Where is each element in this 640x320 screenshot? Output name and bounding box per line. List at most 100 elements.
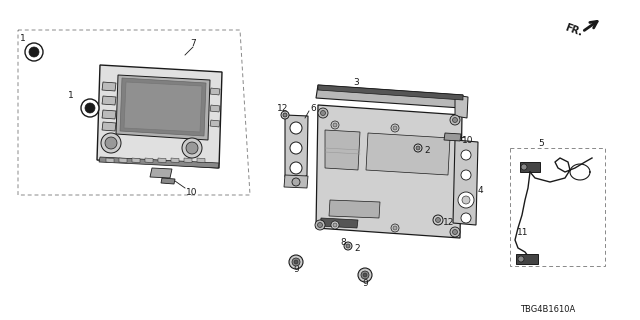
Polygon shape [366,133,450,175]
Circle shape [462,196,470,204]
Text: 7: 7 [190,38,196,47]
Text: 3: 3 [353,77,359,86]
Text: 6: 6 [310,103,316,113]
Polygon shape [320,218,358,228]
Circle shape [361,271,369,279]
Text: 8: 8 [340,237,346,246]
Circle shape [289,255,303,269]
Circle shape [450,115,460,125]
Text: 2: 2 [424,146,429,155]
Circle shape [317,222,323,228]
Polygon shape [210,120,220,127]
Text: TBG4B1610A: TBG4B1610A [520,306,575,315]
Polygon shape [99,157,219,168]
Polygon shape [316,85,463,108]
Circle shape [458,192,474,208]
Circle shape [25,43,43,61]
Text: 1: 1 [68,91,74,100]
Text: 11: 11 [517,228,529,236]
Polygon shape [516,254,538,264]
Circle shape [393,226,397,230]
Circle shape [105,137,117,149]
Circle shape [290,162,302,174]
Text: 12: 12 [277,103,289,113]
Polygon shape [102,82,116,91]
Polygon shape [120,78,206,136]
Polygon shape [158,158,166,163]
Circle shape [518,256,524,262]
Text: 2: 2 [354,244,360,252]
Circle shape [292,258,300,266]
Polygon shape [453,140,478,225]
Circle shape [294,260,298,264]
Bar [510,148,605,266]
Circle shape [393,126,397,130]
Polygon shape [119,158,127,163]
Circle shape [281,111,289,119]
Text: 4: 4 [478,186,484,195]
Polygon shape [444,133,461,141]
Polygon shape [329,200,380,218]
Circle shape [292,178,300,186]
Polygon shape [150,168,172,178]
Circle shape [186,142,198,154]
Circle shape [101,133,121,153]
Circle shape [461,150,471,160]
Polygon shape [97,65,222,168]
Polygon shape [284,175,308,188]
Circle shape [358,268,372,282]
Circle shape [81,99,99,117]
Polygon shape [124,82,202,132]
Text: 10: 10 [186,188,198,196]
Polygon shape [455,95,468,118]
Circle shape [391,124,399,132]
Polygon shape [132,158,140,163]
Circle shape [414,144,422,152]
Circle shape [346,244,350,248]
Polygon shape [161,178,175,184]
Polygon shape [197,158,205,163]
Circle shape [315,220,325,230]
Text: 9: 9 [293,266,299,275]
Polygon shape [210,105,220,112]
Polygon shape [285,115,308,178]
Circle shape [363,273,367,277]
Text: FR.: FR. [564,22,584,38]
Text: 5: 5 [538,139,544,148]
Circle shape [450,227,460,237]
Circle shape [461,213,471,223]
Polygon shape [102,96,116,105]
Circle shape [461,170,471,180]
Circle shape [283,113,287,117]
Polygon shape [184,158,192,163]
Polygon shape [102,122,116,131]
Circle shape [333,123,337,127]
Circle shape [182,138,202,158]
Polygon shape [316,105,462,238]
Polygon shape [102,110,116,119]
Circle shape [331,221,339,229]
Circle shape [521,164,527,170]
Text: 1: 1 [20,34,26,43]
Circle shape [333,223,337,227]
Circle shape [290,142,302,154]
Polygon shape [171,158,179,163]
Polygon shape [210,88,220,95]
Text: 12: 12 [443,218,454,227]
Polygon shape [106,158,114,163]
Circle shape [318,108,328,118]
Circle shape [433,215,443,225]
Text: 9: 9 [362,278,368,287]
Polygon shape [318,85,463,100]
Circle shape [344,242,352,250]
Polygon shape [520,162,540,172]
Circle shape [331,121,339,129]
Circle shape [452,117,458,123]
Polygon shape [145,158,153,163]
Circle shape [452,229,458,235]
Polygon shape [325,130,360,170]
Circle shape [29,47,39,57]
Circle shape [416,146,420,150]
Circle shape [435,218,440,222]
Text: 10: 10 [462,135,474,145]
